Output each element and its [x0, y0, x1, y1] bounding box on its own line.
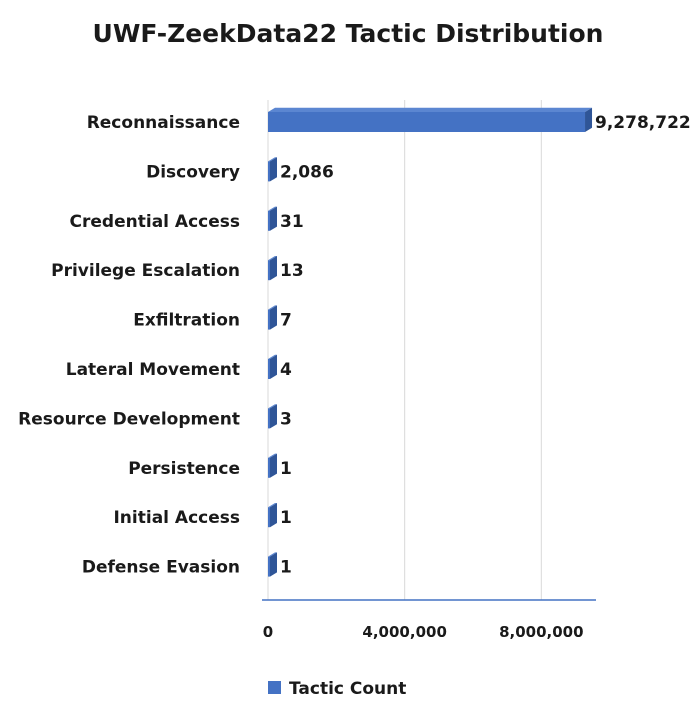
- bar: [268, 309, 270, 330]
- data-label: 9,278,722: [595, 113, 691, 133]
- x-tick-label: 0: [263, 623, 273, 641]
- bar-top-face: [268, 256, 277, 261]
- data-label: 1: [280, 459, 292, 479]
- category-label: Reconnaissance: [87, 113, 240, 133]
- bar: [268, 507, 270, 528]
- bar: [268, 260, 270, 281]
- category-label: Resource Development: [18, 409, 240, 429]
- bar: [268, 457, 270, 478]
- data-label: 1: [280, 508, 292, 528]
- bar-top-face: [268, 305, 277, 310]
- category-label: Exfiltration: [133, 311, 240, 331]
- bar: [268, 408, 270, 429]
- chart-title: UWF-ZeekData22 Tactic Distribution: [93, 19, 604, 48]
- bar-side-face: [270, 256, 277, 281]
- legend: Tactic Count: [268, 679, 406, 699]
- bar-top-face: [268, 206, 277, 211]
- bar-side-face: [270, 354, 277, 379]
- data-label: 7: [280, 311, 292, 331]
- legend-label: Tactic Count: [289, 679, 406, 699]
- legend-swatch: [268, 681, 281, 694]
- bar: [268, 161, 270, 182]
- x-tick-label: 8,000,000: [499, 623, 583, 641]
- bar: [268, 210, 270, 231]
- bar: [268, 359, 270, 379]
- category-label: Privilege Escalation: [51, 261, 240, 281]
- category-label: Credential Access: [70, 212, 240, 232]
- bars: [268, 107, 593, 577]
- category-label: Persistence: [128, 459, 240, 479]
- data-label: 3: [280, 409, 292, 429]
- bar-side-face: [270, 453, 277, 478]
- category-label: Lateral Movement: [66, 360, 240, 380]
- data-label: 1: [280, 558, 292, 578]
- x-tick-label: 4,000,000: [362, 623, 446, 641]
- bar: [268, 112, 586, 132]
- bar: [268, 556, 270, 577]
- bar-side-face: [270, 305, 277, 330]
- bar-top-face: [268, 503, 277, 508]
- bar-top-face: [268, 453, 277, 458]
- bar-top-face: [268, 552, 277, 557]
- category-label: Initial Access: [113, 508, 240, 528]
- bar-top-face: [268, 404, 277, 409]
- bar-side-face: [270, 157, 277, 182]
- bar-top-face: [268, 107, 593, 112]
- bar-side-face: [270, 404, 277, 429]
- x-axis: 0 4,000,000 8,000,000: [262, 599, 596, 641]
- data-label: 31: [280, 212, 304, 232]
- category-label: Defense Evasion: [82, 558, 240, 578]
- bar-side-face: [585, 107, 593, 132]
- data-label: 4: [280, 360, 292, 380]
- bar-side-face: [270, 503, 277, 528]
- bar-top-face: [268, 157, 277, 162]
- category-label: Discovery: [146, 162, 240, 182]
- category-labels: Reconnaissance Discovery Credential Access…: [18, 113, 240, 578]
- bar-side-face: [270, 552, 277, 577]
- data-label: 13: [280, 261, 304, 281]
- bar-side-face: [270, 206, 277, 231]
- data-label: 2,086: [280, 162, 334, 182]
- bar-top-face: [268, 354, 277, 359]
